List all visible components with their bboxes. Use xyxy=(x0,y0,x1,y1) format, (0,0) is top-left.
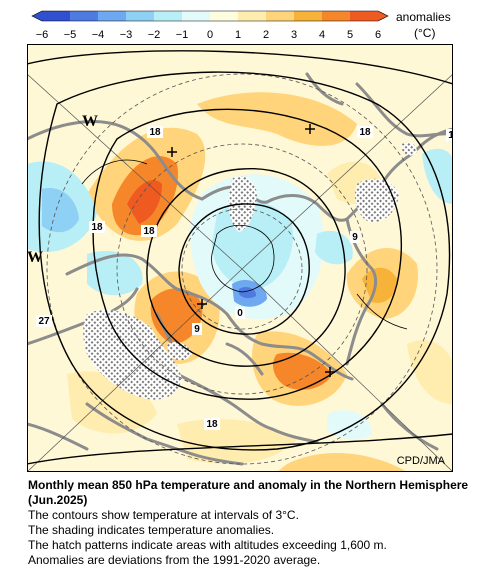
contour-label-bg xyxy=(141,225,157,237)
caption-line: The contours show temperature at interva… xyxy=(28,508,299,522)
colorbar-tick-label: −3 xyxy=(120,29,133,41)
caption-line: Anomalies are deviations from the 1991-2… xyxy=(28,553,321,567)
colorbar-cell xyxy=(126,11,155,21)
caption-title: Monthly mean 850 hPa temperature and ano… xyxy=(28,478,469,507)
colorbar-cell xyxy=(210,11,239,21)
westerly-letter: W xyxy=(27,249,43,266)
latitude-circles xyxy=(46,73,438,465)
contour-label-bg xyxy=(235,307,245,319)
figure-caption: Monthly mean 850 hPa temperature and ano… xyxy=(28,478,473,568)
caption-line: The hatch patterns indicate areas with a… xyxy=(28,538,387,552)
colorbar-tick-label: 1 xyxy=(235,29,241,41)
colorbar-tick-label: 4 xyxy=(319,29,325,41)
contour-label-bg xyxy=(147,126,163,138)
colorbar-cell xyxy=(350,11,379,21)
thin-contours xyxy=(81,159,408,330)
contour-label: 1 xyxy=(448,130,453,141)
cool-anomaly-areas xyxy=(27,148,453,440)
westerly-letter: W xyxy=(82,113,98,130)
contour-label-bg xyxy=(350,231,360,243)
colorbar-tick-label: −1 xyxy=(176,29,189,41)
contour-label: 27 xyxy=(38,316,50,327)
contour-label-bg xyxy=(36,315,52,327)
map-frame xyxy=(27,44,453,472)
contour-label: 18 xyxy=(143,226,155,237)
colorbar-tick-label: 5 xyxy=(347,29,353,41)
contour-label-bg xyxy=(357,126,373,138)
colorbar-frame xyxy=(31,10,389,22)
colorbar-high-arrow xyxy=(378,11,388,21)
meridians xyxy=(27,73,453,472)
contour-label: 0 xyxy=(237,308,243,319)
contour-label: 18 xyxy=(91,222,103,233)
contour-label: 18 xyxy=(359,127,371,138)
contour-label: 9 xyxy=(194,324,200,335)
pressure-markers xyxy=(167,124,335,377)
colorbar-cell xyxy=(182,11,211,21)
caption-line: The shading indicates temperature anomal… xyxy=(28,523,275,537)
colorbar-legend: anomalies (°C) xyxy=(396,9,480,41)
contour-label-bg xyxy=(446,129,453,141)
colorbar-tick-label: 6 xyxy=(375,29,381,41)
polar-stereographic-map: 18 18 18 18 9 9 0 27 18 1 W W CPD/JMA xyxy=(27,44,453,472)
colorbar-cell xyxy=(154,11,183,21)
colorbar-tick-label: −6 xyxy=(36,29,49,41)
colorbar-cell xyxy=(322,11,351,21)
colorbar-cell xyxy=(294,11,323,21)
contour-label: 9 xyxy=(352,232,358,243)
colorbar-cell xyxy=(42,11,71,21)
colorbar-tick-label: −5 xyxy=(64,29,77,41)
colorbar-tick-label: 3 xyxy=(291,29,297,41)
colorbar-cell xyxy=(98,11,127,21)
contour-label-bg xyxy=(89,221,105,233)
colorbar-cell xyxy=(238,11,267,21)
anomaly-colorbar: −6 −5 −4 −3 −2 −1 0 1 2 3 4 5 6 xyxy=(31,10,389,41)
contour-label: 18 xyxy=(206,419,218,430)
contour-label-bg xyxy=(192,323,202,335)
colorbar-cell xyxy=(70,11,99,21)
colorbar-low-arrow xyxy=(32,11,42,21)
colorbar-tick-label: −2 xyxy=(148,29,161,41)
colorbar-label: anomalies xyxy=(396,10,451,24)
colorbar-tick-label: 2 xyxy=(263,29,269,41)
map-credit: CPD/JMA xyxy=(397,455,446,467)
contour-label-bg xyxy=(204,418,220,430)
colorbar-tick-label: 0 xyxy=(207,29,213,41)
colorbar-cell xyxy=(266,11,295,21)
colorbar-tick-label: −4 xyxy=(92,29,105,41)
contour-label: 18 xyxy=(149,127,161,138)
colorbar-unit: (°C) xyxy=(414,26,436,40)
